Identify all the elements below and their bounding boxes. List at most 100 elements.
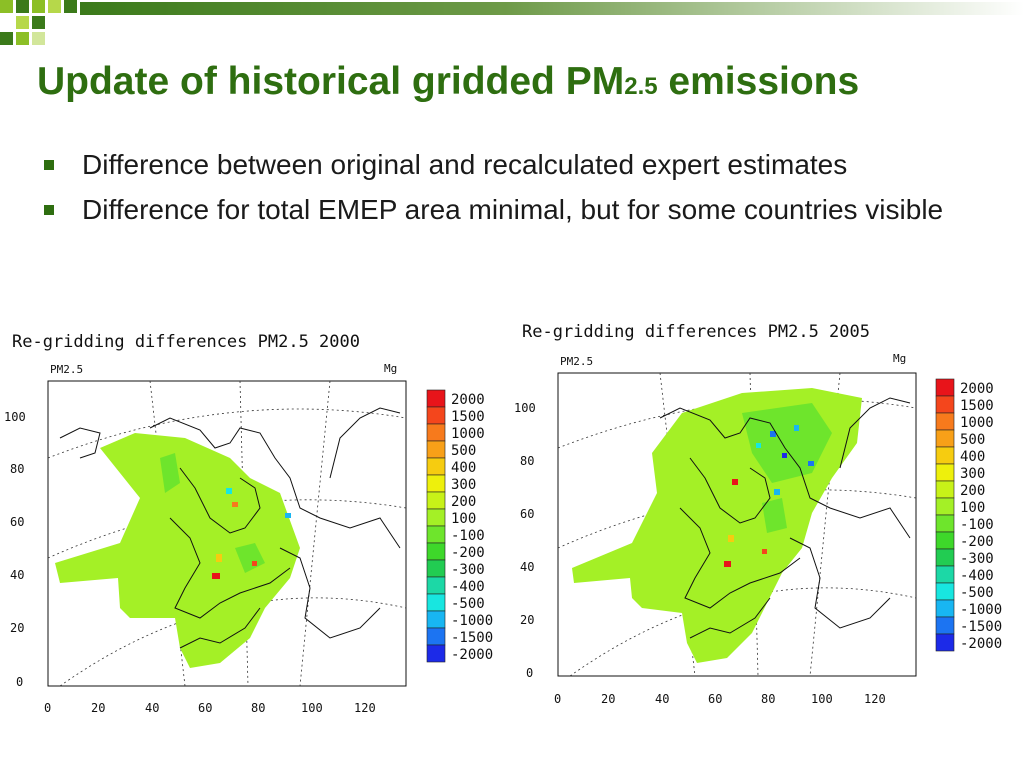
x-axis: 0 20 40 60 80 100 120 [44, 701, 376, 715]
x-tick-label: 20 [91, 701, 105, 715]
title-main: Update of historical gridded PM [37, 60, 625, 103]
legend-swatch [426, 491, 446, 510]
legend-label: 200 [960, 483, 985, 499]
map-svg: Re-gridding differences PM2.5 2000 PM2.5… [4, 332, 493, 715]
legend-swatch [935, 633, 955, 652]
legend-label: -1500 [451, 630, 493, 646]
legend-label: 1500 [451, 409, 485, 425]
map-figure-2000: Re-gridding differences PM2.5 2000 PM2.5… [0, 318, 512, 718]
legend-swatch [426, 440, 446, 459]
legend-label: 100 [451, 511, 476, 527]
legend-swatch [935, 378, 955, 397]
legend-label: -500 [960, 585, 994, 601]
x-tick-label: 80 [761, 692, 775, 706]
unit-label: Mg [893, 352, 906, 365]
emission-change-region [160, 453, 265, 573]
legend-swatch [935, 548, 955, 567]
map-title: Re-gridding differences PM2.5 2005 [522, 322, 870, 342]
legend-swatch [426, 474, 446, 493]
legend-swatch [935, 412, 955, 431]
x-tick-label: 100 [301, 701, 323, 715]
y-axis: 100 80 60 40 20 0 [514, 401, 536, 680]
legend-label: 1500 [960, 398, 994, 414]
legend-swatch [935, 582, 955, 601]
legend-label: -100 [960, 517, 994, 533]
deco-square [32, 0, 45, 13]
y-tick-label: 60 [10, 515, 24, 529]
coastlines [659, 397, 911, 639]
legend-label: 500 [960, 432, 985, 448]
emission-hotspots [724, 425, 814, 567]
y-tick-label: 20 [10, 621, 24, 635]
deco-square [16, 0, 29, 13]
header-gradient-bar [80, 2, 1024, 15]
deco-square [16, 16, 29, 29]
unit-label: Mg [384, 362, 397, 375]
legend-swatch [935, 514, 955, 533]
bullet-item: Difference between original and recalcul… [44, 147, 944, 183]
title-tail: emissions [657, 60, 860, 103]
legend-label: -200 [451, 545, 485, 561]
legend-swatch [426, 559, 446, 578]
x-tick-label: 20 [601, 692, 615, 706]
legend-swatch [935, 395, 955, 414]
deco-square [0, 32, 13, 45]
legend-label: 300 [451, 477, 476, 493]
y-tick-label: 40 [520, 560, 534, 574]
y-tick-label: 80 [10, 462, 24, 476]
color-legend: 200015001000500400300200100-100-200-300-… [935, 378, 1002, 652]
legend-label: -400 [960, 568, 994, 584]
y-tick-label: 40 [10, 568, 24, 582]
deco-square [64, 0, 77, 13]
legend-swatch [426, 610, 446, 629]
emission-change-region [55, 433, 300, 668]
legend-label: 300 [960, 466, 985, 482]
legend-label: -2000 [960, 636, 1002, 652]
x-tick-label: 120 [354, 701, 376, 715]
variable-label: PM2.5 [50, 363, 83, 376]
legend-swatch [426, 457, 446, 476]
legend-label: -500 [451, 596, 485, 612]
x-tick-label: 80 [251, 701, 265, 715]
legend-swatch [935, 463, 955, 482]
x-tick-label: 60 [708, 692, 722, 706]
legend-swatch [426, 542, 446, 561]
legend-label: -1500 [960, 619, 1002, 635]
legend-label: -100 [451, 528, 485, 544]
legend-label: -1000 [451, 613, 493, 629]
emission-hotspots [212, 488, 291, 579]
legend-swatch [935, 446, 955, 465]
legend-swatch [935, 480, 955, 499]
legend-label: 2000 [960, 381, 994, 397]
legend-label: -200 [960, 534, 994, 550]
color-legend: 200015001000500400300200100-100-200-300-… [426, 389, 493, 663]
legend-label: 1000 [960, 415, 994, 431]
legend-label: -1000 [960, 602, 1002, 618]
map-title: Re-gridding differences PM2.5 2000 [12, 332, 360, 352]
y-tick-label: 20 [520, 613, 534, 627]
legend-swatch [426, 525, 446, 544]
deco-square [0, 0, 13, 13]
slide-title: Update of historical gridded PM2.5 emiss… [37, 60, 859, 104]
legend-label: 100 [960, 500, 985, 516]
bullet-text: Difference between original and recalcul… [82, 149, 848, 180]
x-tick-label: 60 [198, 701, 212, 715]
legend-swatch [935, 531, 955, 550]
legend-label: -300 [451, 562, 485, 578]
x-tick-label: 0 [554, 692, 561, 706]
map-svg: Re-gridding differences PM2.5 2005 PM2.5… [514, 322, 1002, 706]
y-tick-label: 0 [526, 666, 533, 680]
x-axis: 0 20 40 60 80 100 120 [554, 692, 886, 706]
legend-swatch [426, 406, 446, 425]
legend-swatch [935, 497, 955, 516]
legend-label: 1000 [451, 426, 485, 442]
y-tick-label: 100 [514, 401, 536, 415]
bullet-text: Difference for total EMEP area minimal, … [82, 194, 944, 225]
legend-swatch [426, 576, 446, 595]
legend-swatch [935, 616, 955, 635]
bullet-item: Difference for total EMEP area minimal, … [44, 192, 944, 228]
legend-swatch [426, 644, 446, 663]
legend-swatch [426, 627, 446, 646]
coastlines [59, 407, 401, 649]
legend-swatch [426, 593, 446, 612]
